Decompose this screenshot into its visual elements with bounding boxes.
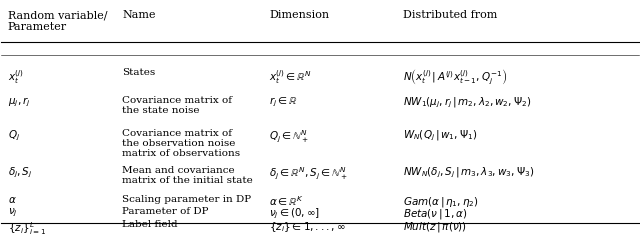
Text: $r_j \in \mathbb{R}$: $r_j \in \mathbb{R}$ [269, 96, 298, 109]
Text: $\alpha \in \mathbb{R}^K$: $\alpha \in \mathbb{R}^K$ [269, 194, 304, 208]
Text: Parameter of DP: Parameter of DP [122, 207, 209, 216]
Text: Distributed from: Distributed from [403, 10, 497, 20]
Text: $Gam(\alpha\,|\,\eta_1,\eta_2)$: $Gam(\alpha\,|\,\eta_1,\eta_2)$ [403, 194, 479, 208]
Text: $NW_N\left(\delta_j,S_j\,|\,m_3,\lambda_3,w_3,\Psi_3\right)$: $NW_N\left(\delta_j,S_j\,|\,m_3,\lambda_… [403, 166, 534, 180]
Text: $\{z_i\} \in 1,...,\infty$: $\{z_i\} \in 1,...,\infty$ [269, 220, 346, 234]
Text: $NW_1\left(\mu_j,r_j\,|\,m_2,\lambda_2,w_2,\Psi_2\right)$: $NW_1\left(\mu_j,r_j\,|\,m_2,\lambda_2,w… [403, 96, 531, 110]
Text: $Mult(z\,|\,\pi(\nu))$: $Mult(z\,|\,\pi(\nu))$ [403, 220, 467, 234]
Text: $\alpha$: $\alpha$ [8, 194, 17, 204]
Text: $\{z_i\}_{i=1}^L$: $\{z_i\}_{i=1}^L$ [8, 220, 45, 237]
Text: $Q_j \in \mathbb{N}_+^N$: $Q_j \in \mathbb{N}_+^N$ [269, 129, 309, 145]
Text: $\nu_j$: $\nu_j$ [8, 207, 17, 219]
Text: $\nu_j \in (0,\infty]$: $\nu_j \in (0,\infty]$ [269, 207, 320, 221]
Text: $\mu_j, r_j$: $\mu_j, r_j$ [8, 96, 31, 109]
Text: $x_t^{(j)} \in \mathbb{R}^N$: $x_t^{(j)} \in \mathbb{R}^N$ [269, 68, 312, 86]
Text: $Beta(\nu\,|\,1,\alpha)$: $Beta(\nu\,|\,1,\alpha)$ [403, 207, 467, 221]
Text: Name: Name [122, 10, 156, 20]
Text: $Q_j$: $Q_j$ [8, 129, 20, 143]
Text: $\delta_j, S_j$: $\delta_j, S_j$ [8, 166, 33, 180]
Text: Label field: Label field [122, 220, 178, 229]
Text: $\delta_j \in \mathbb{R}^N, S_j \in \mathbb{N}_+^N$: $\delta_j \in \mathbb{R}^N, S_j \in \mat… [269, 166, 348, 182]
Text: Covariance matrix of
the observation noise
matrix of observations: Covariance matrix of the observation noi… [122, 129, 241, 159]
Text: $W_N(Q_j\,|\,w_1,\Psi_1)$: $W_N(Q_j\,|\,w_1,\Psi_1)$ [403, 129, 477, 143]
Text: Scaling parameter in DP: Scaling parameter in DP [122, 194, 252, 203]
Text: Random variable/
Parameter: Random variable/ Parameter [8, 10, 108, 32]
Text: Covariance matrix of
the state noise: Covariance matrix of the state noise [122, 96, 232, 115]
Text: Dimension: Dimension [269, 10, 329, 20]
Text: $x_t^{(j)}$: $x_t^{(j)}$ [8, 68, 24, 86]
Text: $N\left(x_t^{(j)}\,|\,A^{(j)}x_{t-1}^{(j)},Q_j^{-1}\right)$: $N\left(x_t^{(j)}\,|\,A^{(j)}x_{t-1}^{(j… [403, 68, 507, 87]
Text: Mean and covariance
matrix of the initial state: Mean and covariance matrix of the initia… [122, 166, 253, 185]
Text: States: States [122, 68, 156, 77]
